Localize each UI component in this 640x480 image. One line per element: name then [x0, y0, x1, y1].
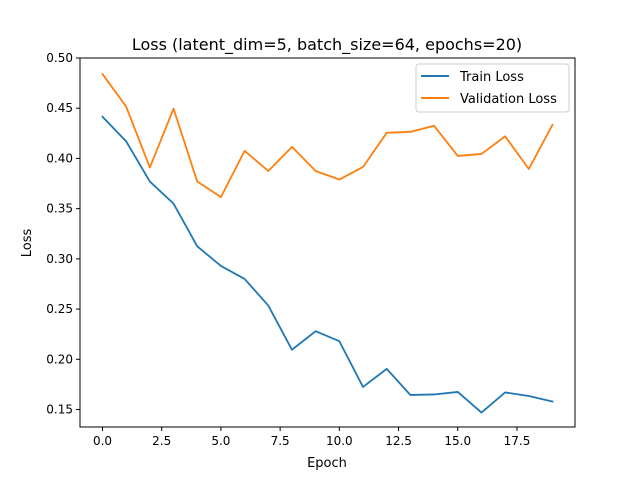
series-line-train-loss — [101, 115, 554, 414]
x-tick-label: 5.0 — [211, 434, 230, 448]
x-axis-label: Epoch — [307, 456, 347, 471]
legend-label-validation-loss: Validation Loss — [460, 92, 557, 107]
series-line-validation-loss — [101, 72, 554, 199]
x-tick-label: 12.5 — [385, 434, 412, 448]
y-tick-label: 0.20 — [46, 352, 73, 366]
legend-box — [415, 63, 570, 113]
y-axis-ticks: 0.15 0.20 0.25 0.30 0.35 0.40 0.45 0.50 — [46, 51, 80, 417]
y-tick-label: 0.25 — [46, 302, 73, 316]
x-tick-label: 0.0 — [93, 434, 112, 448]
series-lines — [101, 72, 554, 414]
y-tick-label: 0.45 — [46, 101, 73, 115]
plot-frame — [79, 57, 576, 428]
x-tick-label: 10.0 — [326, 434, 353, 448]
y-tick-label: 0.40 — [46, 151, 73, 165]
y-tick-label: 0.15 — [46, 403, 73, 417]
x-tick-label: 7.5 — [271, 434, 290, 448]
chart-title: Loss (latent_dim=5, batch_size=64, epoch… — [132, 35, 522, 55]
legend: Train Loss Validation Loss — [415, 63, 570, 113]
y-tick-label: 0.35 — [46, 202, 73, 216]
x-tick-label: 17.5 — [504, 434, 531, 448]
legend-label-train-loss: Train Loss — [459, 70, 524, 85]
x-axis-ticks: 0.0 2.5 5.0 7.5 10.0 12.5 15.0 17.5 — [93, 427, 530, 448]
y-axis-label: Loss — [20, 229, 35, 258]
x-tick-label: 2.5 — [152, 434, 171, 448]
y-tick-label: 0.30 — [46, 252, 73, 266]
x-tick-label: 15.0 — [444, 434, 471, 448]
y-tick-label: 0.50 — [46, 51, 73, 65]
